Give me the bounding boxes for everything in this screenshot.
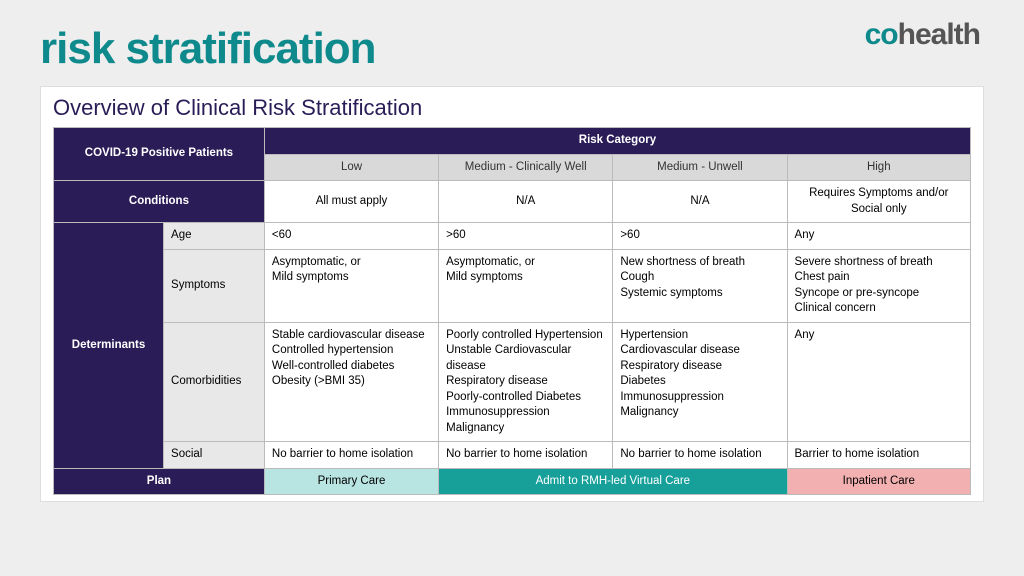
- com-mu: Hypertension Cardiovascular disease Resp…: [613, 322, 787, 442]
- plan-medium: Admit to RMH-led Virtual Care: [439, 468, 787, 495]
- det-age-label: Age: [164, 223, 265, 250]
- row-comorbidities: Comorbidities Stable cardiovascular dise…: [54, 322, 971, 442]
- col-high: High: [787, 154, 970, 181]
- plan-label: Plan: [54, 468, 265, 495]
- plan-high: Inpatient Care: [787, 468, 970, 495]
- corner-header: COVID-19 Positive Patients: [54, 128, 265, 181]
- det-social-label: Social: [164, 442, 265, 469]
- logo: cohealth: [865, 18, 980, 52]
- subtitle: Overview of Clinical Risk Stratification: [53, 95, 971, 121]
- age-low: <60: [264, 223, 438, 250]
- com-mw: Poorly controlled Hypertension Unstable …: [439, 322, 613, 442]
- table-card: Overview of Clinical Risk Stratification…: [40, 86, 984, 502]
- sym-mu: New shortness of breath Cough Systemic s…: [613, 249, 787, 322]
- soc-mu: No barrier to home isolation: [613, 442, 787, 469]
- col-low: Low: [264, 154, 438, 181]
- header-row-1: COVID-19 Positive Patients Risk Category: [54, 128, 971, 155]
- cond-low: All must apply: [264, 181, 438, 223]
- sym-high: Severe shortness of breath Chest pain Sy…: [787, 249, 970, 322]
- com-low: Stable cardiovascular disease Controlled…: [264, 322, 438, 442]
- conditions-label: Conditions: [54, 181, 265, 223]
- page-title: risk stratification: [40, 24, 984, 74]
- risk-table: COVID-19 Positive Patients Risk Category…: [53, 127, 971, 495]
- det-comorb-label: Comorbidities: [164, 322, 265, 442]
- sym-mw: Asymptomatic, or Mild symptoms: [439, 249, 613, 322]
- logo-part2: health: [898, 18, 980, 51]
- sym-low: Asymptomatic, or Mild symptoms: [264, 249, 438, 322]
- com-high: Any: [787, 322, 970, 442]
- soc-high: Barrier to home isolation: [787, 442, 970, 469]
- risk-category-header: Risk Category: [264, 128, 970, 155]
- row-age: Determinants Age <60 >60 >60 Any: [54, 223, 971, 250]
- age-high: Any: [787, 223, 970, 250]
- age-mu: >60: [613, 223, 787, 250]
- slide: cohealth risk stratification Overview of…: [0, 0, 1024, 576]
- plan-low: Primary Care: [264, 468, 438, 495]
- col-medium-well: Medium - Clinically Well: [439, 154, 613, 181]
- row-symptoms: Symptoms Asymptomatic, or Mild symptoms …: [54, 249, 971, 322]
- age-mw: >60: [439, 223, 613, 250]
- conditions-row: Conditions All must apply N/A N/A Requir…: [54, 181, 971, 223]
- plan-row: Plan Primary Care Admit to RMH-led Virtu…: [54, 468, 971, 495]
- col-medium-unwell: Medium - Unwell: [613, 154, 787, 181]
- cond-mu: N/A: [613, 181, 787, 223]
- row-social: Social No barrier to home isolation No b…: [54, 442, 971, 469]
- cond-high: Requires Symptoms and/or Social only: [787, 181, 970, 223]
- cond-mw: N/A: [439, 181, 613, 223]
- det-symptoms-label: Symptoms: [164, 249, 265, 322]
- soc-mw: No barrier to home isolation: [439, 442, 613, 469]
- determinants-label: Determinants: [54, 223, 164, 469]
- soc-low: No barrier to home isolation: [264, 442, 438, 469]
- logo-part1: co: [865, 18, 898, 51]
